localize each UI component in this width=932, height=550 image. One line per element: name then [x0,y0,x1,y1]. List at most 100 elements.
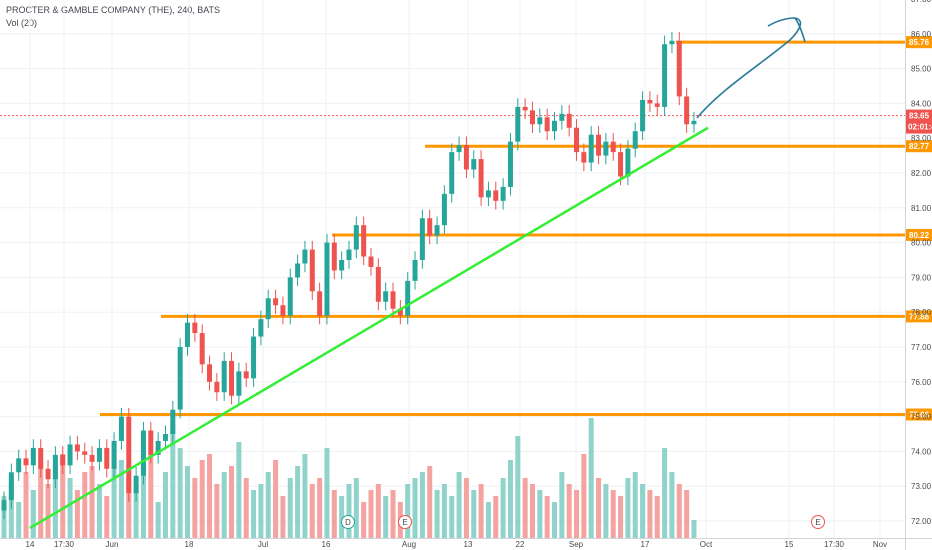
volume-bar [383,496,389,538]
candle [1,500,7,511]
time-tick-label: 17:30 [54,540,75,549]
event-marker [811,515,825,529]
candle [676,40,682,97]
candle [185,322,190,347]
time-tick-label: 18 [185,540,194,549]
volume-bar [640,484,646,538]
volume-bar [353,478,359,538]
candle [273,298,279,306]
level-price-label: 77.88 [909,312,930,321]
volume-bar [52,466,58,538]
horizontal-levels [0,40,905,417]
volume-bar [155,502,161,538]
volume-bar [192,478,198,538]
candle [515,106,521,142]
volume-indicator-label[interactable]: Vol (20) [6,18,38,28]
time-tick-label: 17 [641,540,650,549]
candle [177,347,183,410]
candle [133,475,139,494]
candle [16,458,22,473]
price-tick-label: 81.00 [911,204,932,213]
candle [111,440,117,469]
price-tick-label: 82.00 [911,169,932,178]
volume-bar [463,478,469,538]
volume-bar [375,484,381,538]
volume-bar [287,478,293,538]
volume-bar [603,484,609,538]
candle [654,103,660,107]
volume-bar [618,496,624,538]
volume-bar [126,478,132,538]
level-price-label: 85.76 [909,38,930,47]
candle [23,458,29,466]
candle [559,113,565,121]
volume-bar [691,520,697,538]
candle [199,333,205,365]
volume-bar [405,484,411,538]
candles [1,32,697,520]
volume-bar [104,496,110,538]
chart-title: PROCTER & GAMBLE COMPANY (THE), 240, BAT… [6,5,221,15]
candle [339,260,345,271]
candle [669,40,675,45]
candle [229,360,235,396]
price-tick-label: 79.00 [911,273,932,282]
candle [478,159,484,198]
candle [537,117,543,125]
trendline-layer [29,126,709,530]
time-tick-label: Nov [873,540,887,549]
level-price-tag [906,36,932,49]
price-tick-label: 76.00 [911,378,932,387]
candle [434,225,440,236]
candle [280,305,286,316]
time-axis: 14 17:30 Jun 18 Jul 16 Aug 13 22 Sep 17 Oct 15 17:30 N… [26,540,888,549]
event-marker [341,515,355,529]
candle [265,298,271,320]
volume-bar [390,490,396,538]
candle [302,249,308,264]
candle [331,242,337,271]
level-price-tag [906,228,932,241]
volume-bar [507,460,513,538]
candle [500,186,506,201]
volume-bar [610,490,616,538]
volume-bar [515,436,521,538]
candle [126,416,132,494]
candle [529,110,535,125]
candle [441,193,447,226]
volume-bar [632,472,638,538]
volume-bar [647,490,653,538]
volume-bar [522,478,528,538]
level-price-tag [906,408,932,421]
candle [419,218,425,260]
candle [243,371,249,379]
trendline [29,126,709,530]
candle [170,409,176,434]
event-marker-label: E [402,518,407,527]
volume-bar [258,484,264,538]
volume-bar [588,418,594,538]
volume-bar [16,502,22,538]
candle [522,106,528,111]
volume-bar [471,490,477,538]
volume-bar [574,490,580,538]
volume-bar [427,466,433,538]
volume-bar [74,490,80,538]
level-price-label: 80.22 [909,231,930,240]
price-tick-label: 87.00 [911,0,932,4]
time-tick-label: 22 [516,540,525,549]
volume-bar [111,442,117,538]
candle [221,360,227,393]
volume-bar [478,484,484,538]
volume-bar [324,448,330,538]
candle [346,249,352,260]
candle [375,266,381,302]
price-tick-label: 77.00 [911,343,932,352]
price-tick-label: 86.00 [911,30,932,39]
time-tick-label: 17:30 [824,540,845,549]
candle [691,120,697,125]
time-tick-label: 13 [464,540,473,549]
candle [104,447,110,469]
time-tick-label: 14 [26,540,35,549]
